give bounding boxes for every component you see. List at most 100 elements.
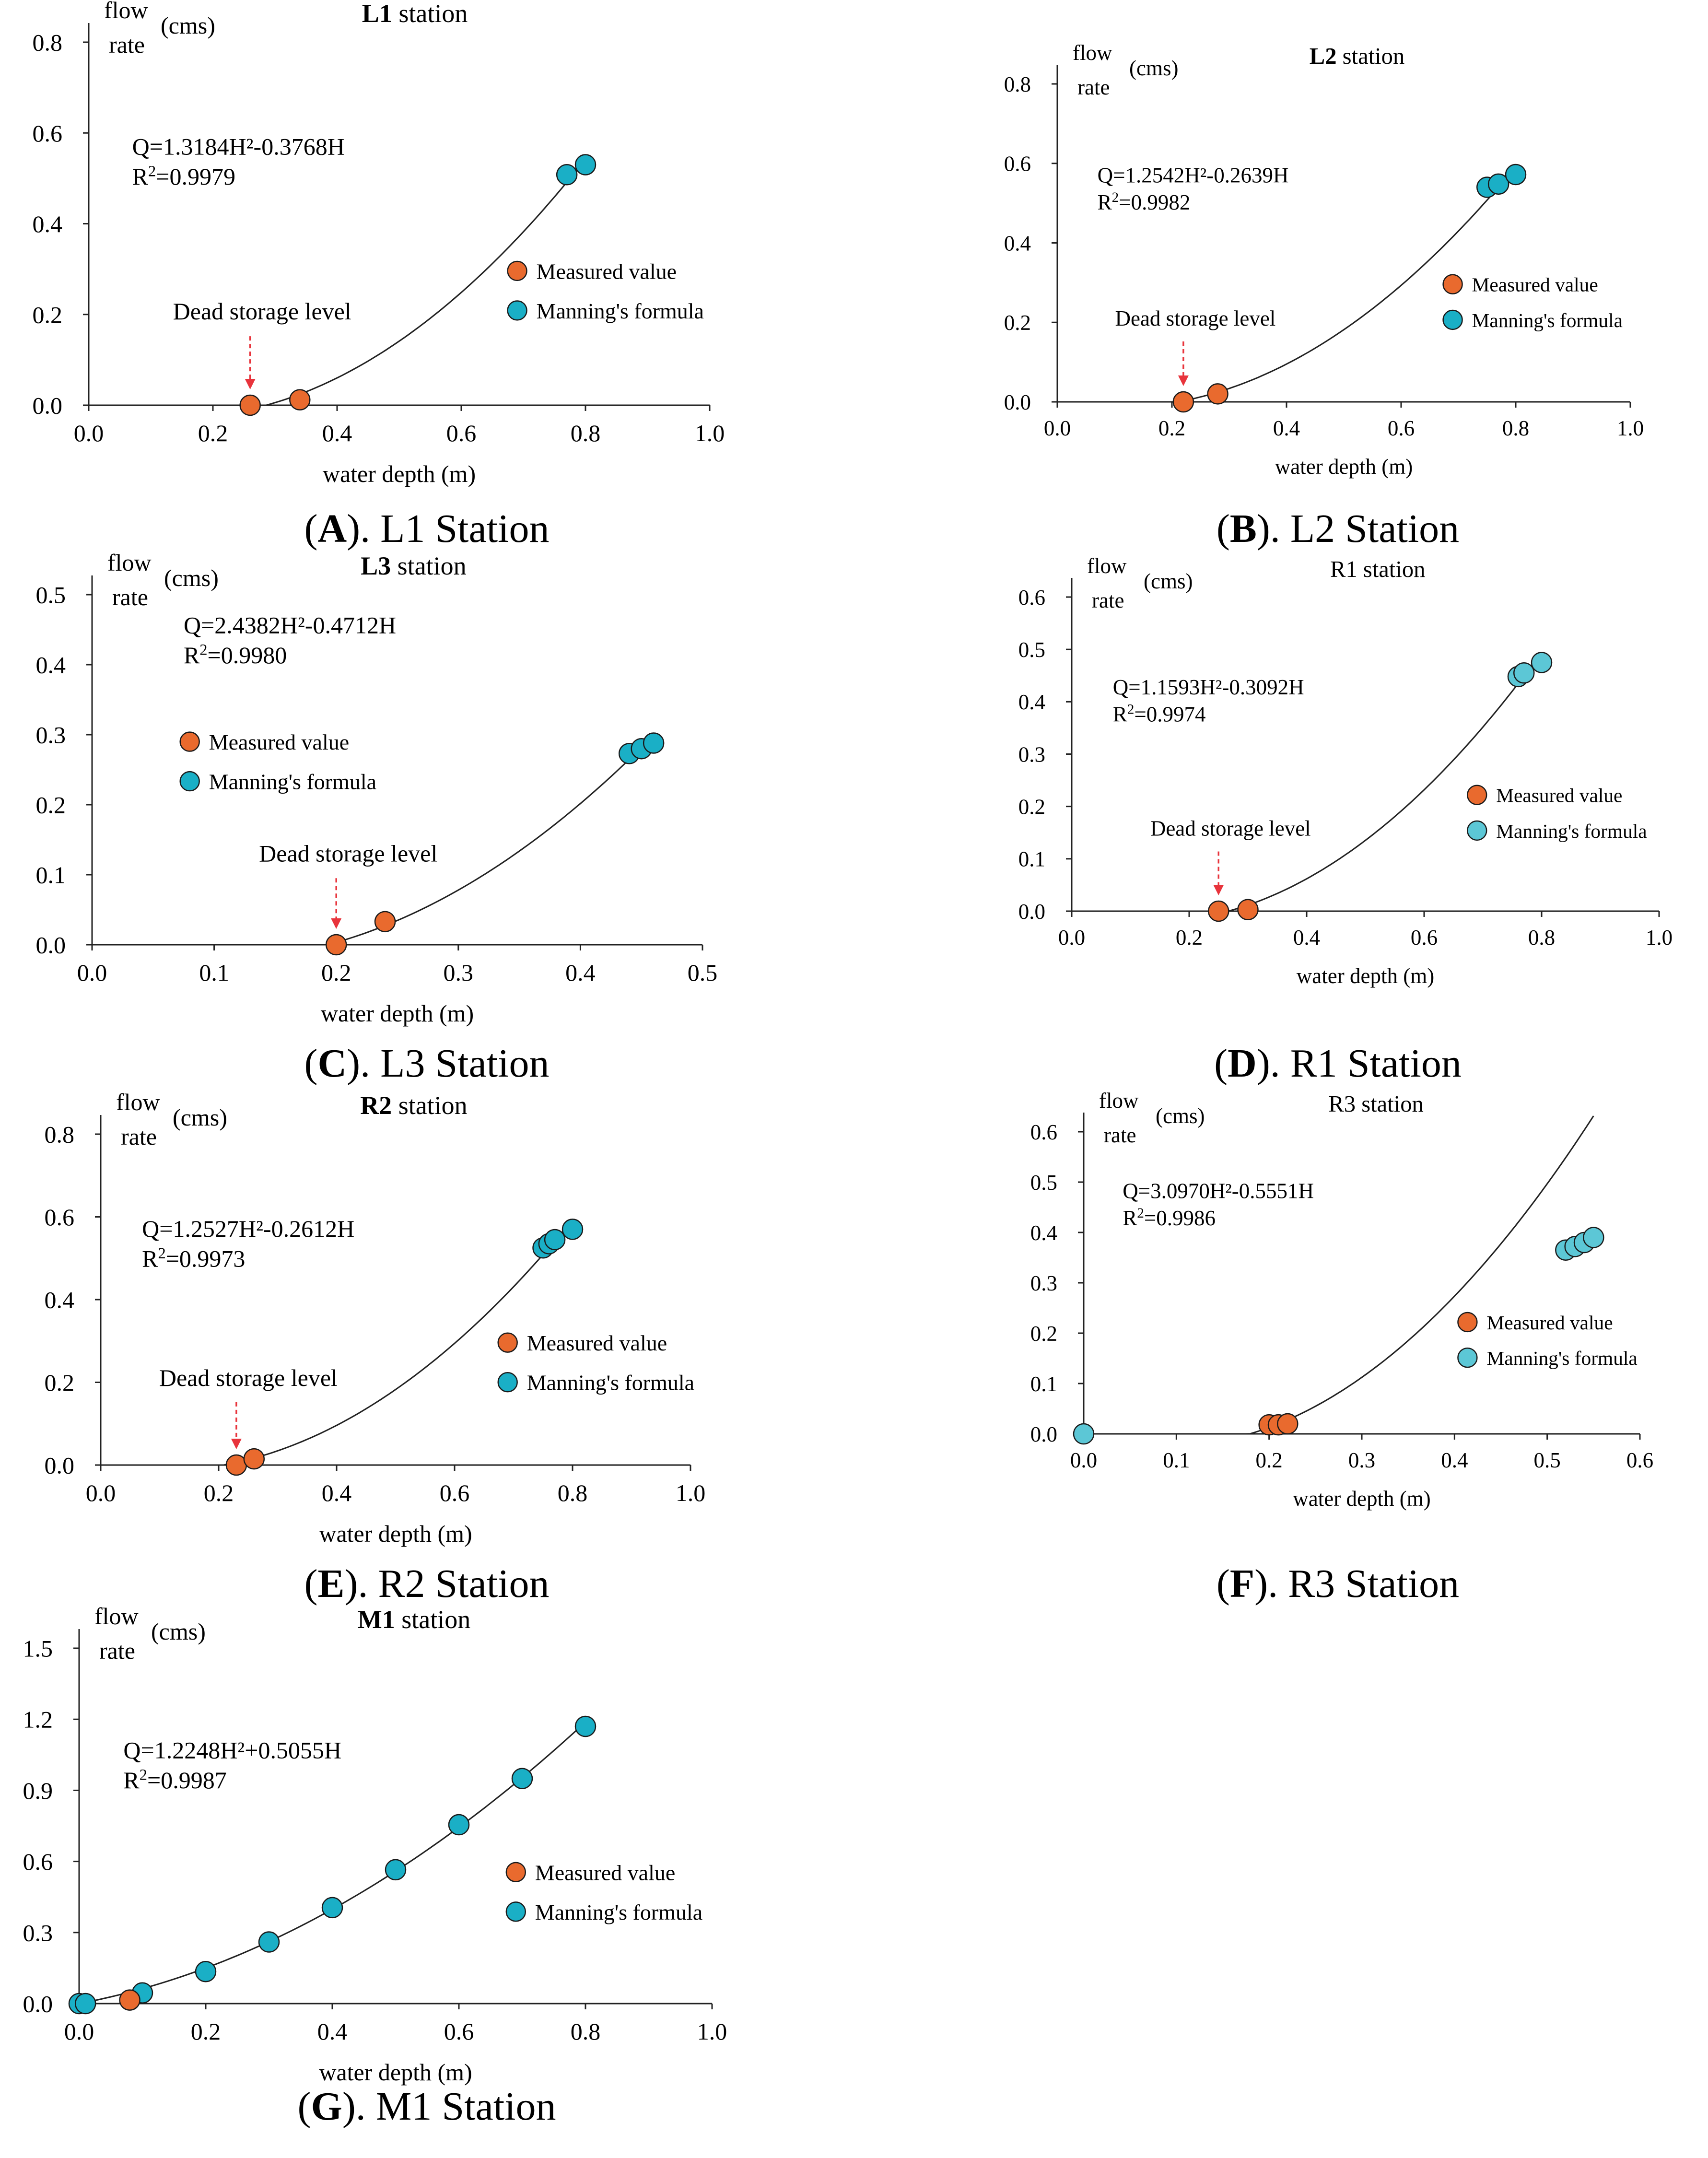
x-tick-label: 1.0 — [695, 420, 725, 446]
x-tick-label: 0.2 — [1176, 926, 1203, 950]
y-tick-label: 0.4 — [36, 652, 66, 679]
manning-point — [1513, 662, 1535, 684]
caption-letter: C — [318, 1041, 347, 1086]
chart-title-rest: R3 station — [1328, 1091, 1423, 1117]
legend-manning-marker — [497, 1372, 518, 1393]
r-squared-exponent: 2 — [1137, 1206, 1144, 1221]
r-squared: R2=0.9979 — [132, 163, 235, 190]
r-squared-prefix: R — [1098, 190, 1112, 214]
x-tick-label: 0.0 — [86, 1479, 116, 1506]
fit-curve — [1246, 1115, 1594, 1435]
x-tick-label: 0.3 — [1348, 1448, 1375, 1472]
manning-point — [643, 732, 665, 754]
x-tick-label: 0.2 — [204, 1479, 234, 1506]
y-tick-label: 0.6 — [1018, 586, 1045, 610]
legend-manning-label: Manning's formula — [209, 770, 376, 794]
chart-panel-c: 0.0 0.1 0.2 0.3 0.4 0.5 0.0 0.1 0.2 0.3 0.4 0.5 wate… — [36, 549, 718, 1086]
panel-caption: (G). M1 Station — [297, 2084, 556, 2129]
caption-open-paren: ( — [1217, 506, 1230, 551]
fit-equation: Q=1.2542H²-0.2639H — [1098, 164, 1289, 188]
caption-open-paren: ( — [304, 1561, 317, 1606]
dead-storage-label: Dead storage level — [1115, 306, 1275, 330]
x-tick-label: 1.0 — [1617, 416, 1644, 440]
legend: Measured value Manning's formula — [179, 730, 376, 794]
y-tick-label: 0.2 — [1004, 311, 1031, 335]
manning-point — [74, 1993, 96, 2015]
r-squared-prefix: R — [132, 163, 149, 190]
legend-measured-label: Measured value — [527, 1331, 667, 1355]
y-tick-label: 0.2 — [45, 1369, 75, 1396]
x-tick-label: 0.8 — [1502, 416, 1529, 440]
x-tick-label: 0.4 — [1293, 926, 1320, 950]
caption-text: ). R1 Station — [1257, 1041, 1462, 1086]
caption-letter: E — [317, 1561, 344, 1606]
y-tick-label: 0.4 — [1018, 690, 1045, 714]
x-axis-label: water depth (m) — [323, 460, 476, 487]
y-axis-label-unit: (cms) — [1129, 56, 1178, 80]
x-axis-label: water depth (m) — [319, 2059, 472, 2086]
x-axis-label: water depth (m) — [1275, 455, 1413, 479]
y-tick-label: 0.3 — [23, 1919, 53, 1946]
chart-panel-a: 0.0 0.2 0.4 0.6 0.8 1.0 0.0 0.2 0.4 0.6 0.8 water d… — [33, 0, 725, 551]
measured-point — [289, 389, 311, 410]
fit-curve — [79, 1721, 586, 2005]
y-axis-label-unit: (cms) — [151, 1618, 206, 1645]
x-tick-label: 0.0 — [1044, 416, 1071, 440]
caption-open-paren: ( — [1217, 1561, 1230, 1606]
r-squared-exponent: 2 — [1127, 702, 1135, 717]
dead-storage-arrow-head — [331, 918, 342, 929]
r-squared-prefix: R — [1113, 702, 1127, 726]
panel-caption: (E). R2 Station — [304, 1561, 549, 1606]
panel-caption: (C). L3 Station — [304, 1041, 550, 1086]
r-squared: R2=0.9987 — [123, 1767, 226, 1794]
caption-letter: G — [311, 2084, 342, 2129]
manning-point — [258, 1931, 280, 1953]
y-tick-label: 0.6 — [23, 1848, 53, 1875]
legend-manning-marker — [179, 771, 200, 792]
y-tick-label: 0.8 — [33, 29, 63, 56]
x-tick-label: 0.4 — [565, 959, 596, 986]
legend: Measured value Manning's formula — [497, 1331, 694, 1395]
caption-text: ). R2 Station — [345, 1561, 550, 1606]
x-tick-label: 0.5 — [1534, 1448, 1561, 1472]
fit-curve — [266, 158, 586, 406]
legend-manning-marker — [1442, 309, 1463, 330]
legend: Measured value Manning's formula — [1442, 274, 1623, 331]
r-squared-value: =0.9987 — [147, 1767, 227, 1794]
legend-measured-marker — [1442, 274, 1463, 294]
legend: Measured value Manning's formula — [1467, 785, 1647, 842]
y-tick-label: 0.3 — [36, 722, 66, 749]
y-tick-label: 0.5 — [1030, 1171, 1057, 1195]
caption-text: ). L3 Station — [347, 1041, 549, 1086]
x-tick-label: 0.4 — [1441, 1448, 1468, 1472]
manning-point — [1505, 164, 1527, 186]
chart-title: L3 station — [361, 551, 467, 580]
y-tick-label: 0.0 — [45, 1452, 75, 1479]
x-tick-label: 1.0 — [676, 1479, 706, 1506]
x-tick-label: 0.4 — [322, 420, 352, 446]
caption-text: ). L1 Station — [347, 506, 549, 551]
r-squared-exponent: 2 — [158, 1245, 165, 1262]
x-tick-label: 0.2 — [1256, 1448, 1283, 1472]
y-tick-label: 0.0 — [1018, 900, 1045, 924]
chart-title-bold: L3 — [361, 551, 391, 580]
manning-point — [562, 1219, 584, 1240]
measured-point — [119, 1989, 140, 2011]
caption-text: ). R3 Station — [1254, 1561, 1459, 1606]
chart-title-rest: station — [395, 1605, 471, 1634]
y-axis-label-unit: (cms) — [1144, 569, 1193, 593]
measured-point — [1277, 1413, 1299, 1435]
y-tick-label: 0.5 — [1018, 638, 1045, 662]
y-tick-label: 0.2 — [33, 301, 63, 328]
manning-point — [1583, 1227, 1604, 1248]
panel-caption: (F). R3 Station — [1217, 1561, 1459, 1606]
measured-point — [374, 911, 396, 933]
y-axis-label-unit: (cms) — [1156, 1104, 1205, 1128]
legend-measured-label: Measured value — [535, 1860, 676, 1885]
y-axis-label-rate: rate — [1104, 1123, 1136, 1147]
r-squared-value: =0.9979 — [156, 163, 235, 190]
chart-title: R3 station — [1328, 1091, 1423, 1117]
x-tick-label: 0.2 — [191, 2018, 221, 2045]
fit-equation: Q=3.0970H²-0.5551H — [1123, 1179, 1314, 1203]
